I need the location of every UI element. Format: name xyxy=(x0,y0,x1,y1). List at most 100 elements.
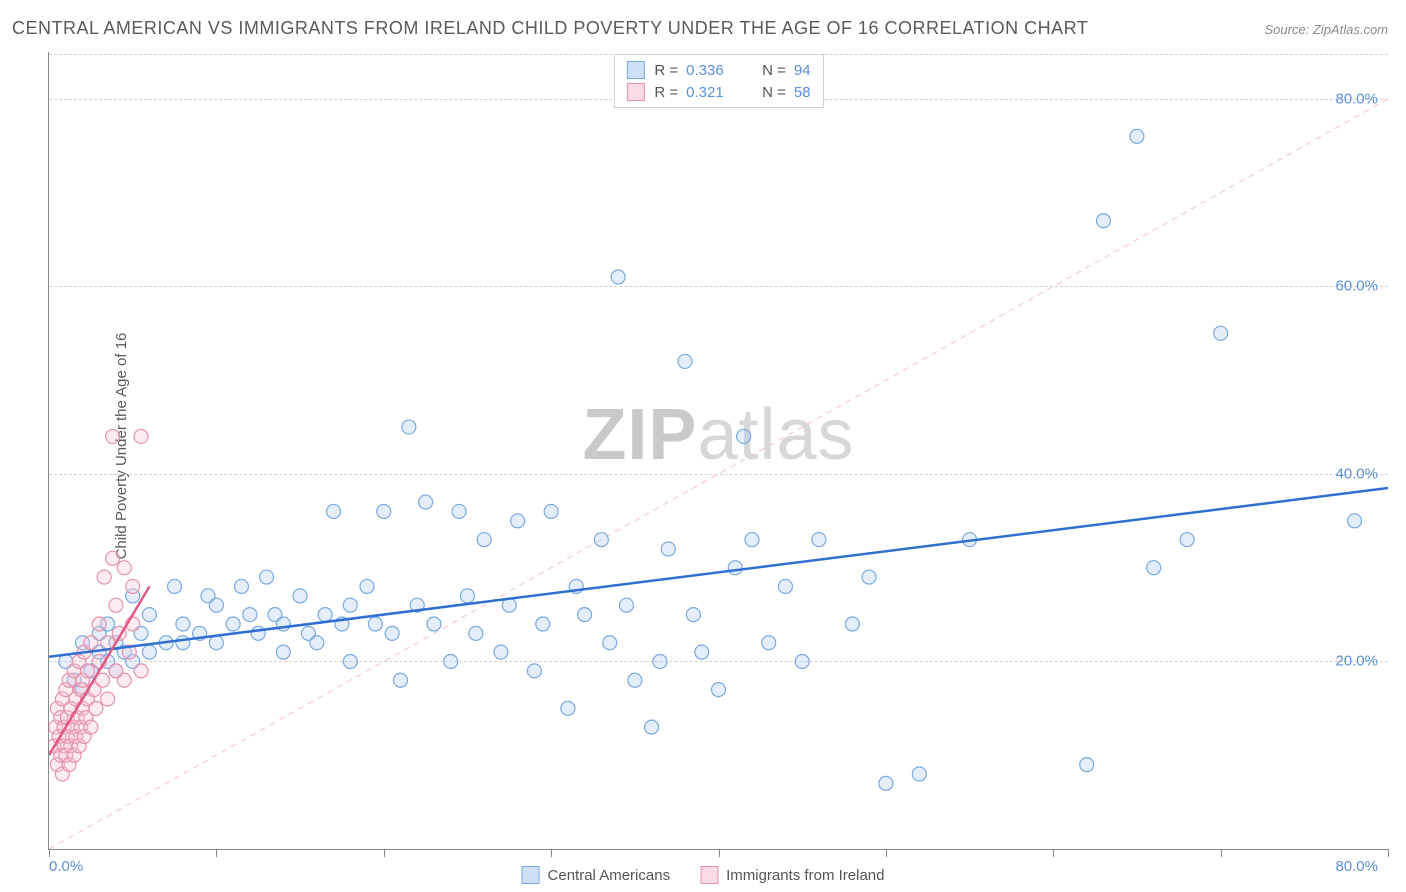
r-label: R = xyxy=(654,62,678,79)
scatter-point xyxy=(812,533,826,547)
x-tick xyxy=(1053,849,1054,857)
legend-swatch-series-1 xyxy=(626,83,644,101)
scatter-point xyxy=(318,608,332,622)
x-tick xyxy=(49,849,50,857)
scatter-point xyxy=(234,579,248,593)
scatter-point xyxy=(419,495,433,509)
scatter-point xyxy=(469,626,483,640)
scatter-point xyxy=(310,636,324,650)
scatter-point xyxy=(561,701,575,715)
scatter-point xyxy=(862,570,876,584)
scatter-point xyxy=(745,533,759,547)
scatter-point xyxy=(1096,214,1110,228)
x-tick xyxy=(551,849,552,857)
correlation-legend: R = 0.336 N = 94 R = 0.321 N = 58 xyxy=(613,54,823,108)
reference-line xyxy=(49,52,1388,849)
scatter-point xyxy=(511,514,525,528)
x-tick xyxy=(216,849,217,857)
scatter-point xyxy=(712,683,726,697)
scatter-point xyxy=(97,570,111,584)
scatter-point xyxy=(695,645,709,659)
r-value: 0.336 xyxy=(686,62,740,79)
scatter-point xyxy=(276,645,290,659)
x-tick xyxy=(1388,849,1389,857)
scatter-point xyxy=(393,673,407,687)
legend-label: Immigrants from Ireland xyxy=(726,867,884,884)
scatter-point xyxy=(594,533,608,547)
scatter-point xyxy=(360,579,374,593)
scatter-point xyxy=(578,608,592,622)
scatter-point xyxy=(536,617,550,631)
scatter-point xyxy=(778,579,792,593)
scatter-point xyxy=(1080,758,1094,772)
scatter-point xyxy=(168,579,182,593)
chart-title: CENTRAL AMERICAN VS IMMIGRANTS FROM IREL… xyxy=(12,18,1088,39)
r-label: R = xyxy=(654,84,678,101)
scatter-point xyxy=(101,692,115,706)
scatter-point xyxy=(427,617,441,631)
scatter-point xyxy=(678,354,692,368)
scatter-point xyxy=(117,673,131,687)
scatter-point xyxy=(293,589,307,603)
scatter-point xyxy=(134,664,148,678)
scatter-point xyxy=(544,504,558,518)
scatter-point xyxy=(209,636,223,650)
scatter-point xyxy=(377,504,391,518)
scatter-point xyxy=(343,598,357,612)
scatter-point xyxy=(402,420,416,434)
scatter-point xyxy=(661,542,675,556)
scatter-point xyxy=(444,654,458,668)
x-tick xyxy=(1221,849,1222,857)
source-attribution: Source: ZipAtlas.com xyxy=(1264,22,1388,37)
scatter-point xyxy=(1130,129,1144,143)
scatter-point xyxy=(80,664,94,678)
legend-item: Central Americans xyxy=(522,866,671,884)
scatter-point xyxy=(92,617,106,631)
scatter-point xyxy=(795,654,809,668)
r-value: 0.321 xyxy=(686,84,740,101)
scatter-point xyxy=(728,561,742,575)
correlation-legend-row: R = 0.321 N = 58 xyxy=(626,81,810,103)
scatter-point xyxy=(209,598,223,612)
legend-swatch-series-0 xyxy=(626,61,644,79)
scatter-point xyxy=(1214,326,1228,340)
n-label: N = xyxy=(762,84,786,101)
scatter-point xyxy=(619,598,633,612)
scatter-point xyxy=(912,767,926,781)
scatter-point xyxy=(1180,533,1194,547)
scatter-point xyxy=(84,720,98,734)
scatter-svg xyxy=(49,52,1388,849)
scatter-point xyxy=(327,504,341,518)
scatter-point xyxy=(368,617,382,631)
scatter-point xyxy=(106,551,120,565)
x-tick xyxy=(886,849,887,857)
legend-swatch-series-1 xyxy=(700,866,718,884)
legend-item: Immigrants from Ireland xyxy=(700,866,884,884)
scatter-point xyxy=(845,617,859,631)
scatter-point xyxy=(343,654,357,668)
scatter-point xyxy=(737,429,751,443)
scatter-point xyxy=(686,608,700,622)
scatter-point xyxy=(176,636,190,650)
scatter-point xyxy=(117,561,131,575)
scatter-point xyxy=(226,617,240,631)
correlation-legend-row: R = 0.336 N = 94 xyxy=(626,59,810,81)
scatter-point xyxy=(134,429,148,443)
scatter-point xyxy=(142,645,156,659)
scatter-point xyxy=(762,636,776,650)
plot-area: ZIPatlas 20.0%40.0%60.0%80.0% 0.0% 80.0%… xyxy=(48,52,1388,850)
scatter-point xyxy=(477,533,491,547)
scatter-point xyxy=(176,617,190,631)
scatter-point xyxy=(109,598,123,612)
x-tick-label-min: 0.0% xyxy=(49,858,83,875)
scatter-point xyxy=(243,608,257,622)
scatter-point xyxy=(653,654,667,668)
scatter-point xyxy=(527,664,541,678)
n-label: N = xyxy=(762,62,786,79)
legend-swatch-series-0 xyxy=(522,866,540,884)
scatter-point xyxy=(628,673,642,687)
scatter-point xyxy=(1147,561,1161,575)
scatter-point xyxy=(603,636,617,650)
x-tick xyxy=(384,849,385,857)
scatter-point xyxy=(1348,514,1362,528)
